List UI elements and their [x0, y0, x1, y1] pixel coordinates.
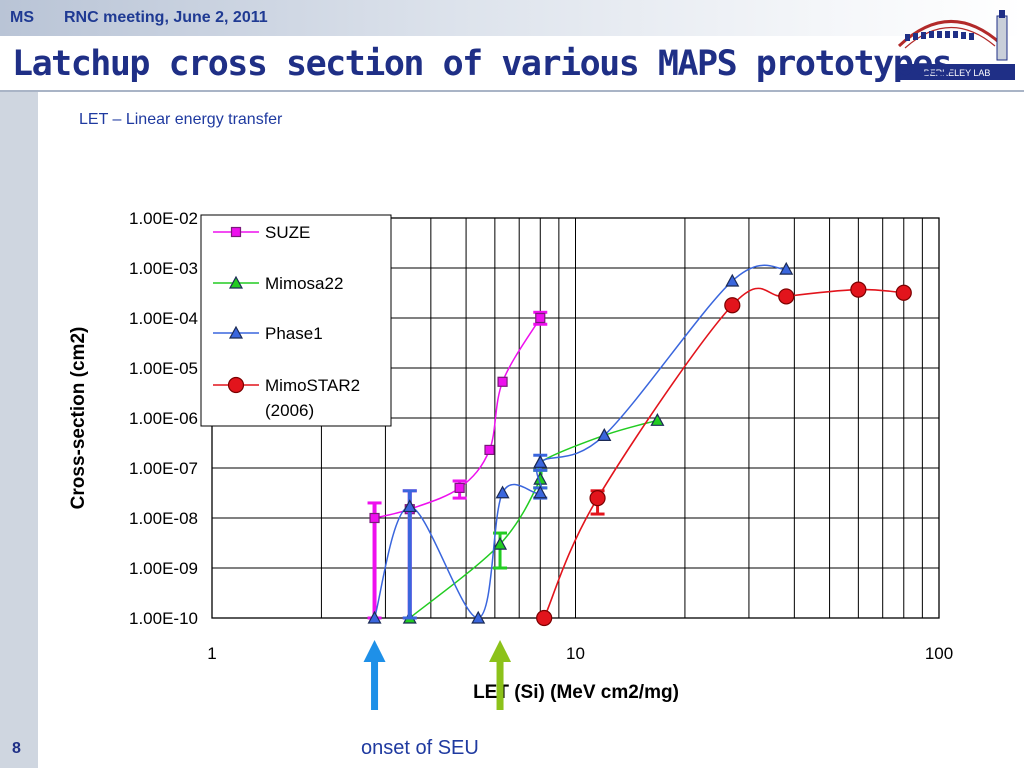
y-tick-label: 1.00E-02: [129, 209, 198, 228]
y-tick-label: 1.00E-07: [129, 459, 198, 478]
arrow-shaft: [496, 660, 504, 710]
berkeley-lab-logo: BERKELEY LAB: [897, 10, 1015, 80]
x-tick-label: 1: [207, 644, 216, 663]
data-point: [650, 413, 665, 426]
y-tick-labels: 1.00E-10 1.00E-09 1.00E-08 1.00E-07 1.00E-06…: [129, 209, 198, 628]
x-tick-labels: 1 10 100: [207, 644, 953, 663]
data-point: [779, 261, 794, 275]
data-point: [535, 312, 546, 324]
data-point: [533, 455, 548, 468]
data-point: [230, 226, 242, 238]
data-point: [497, 376, 508, 387]
data-point: [369, 512, 380, 524]
y-tick-label: 1.00E-06: [129, 409, 198, 428]
data-point: [589, 490, 606, 507]
data-point: [227, 376, 245, 394]
data-point: [228, 275, 244, 289]
chart-legend: SUZE Mimosa22 Phase1 MimoSTAR2 (2006): [200, 214, 392, 427]
y-tick-label: 1.00E-09: [129, 559, 198, 578]
data-point: [597, 428, 612, 441]
y-axis-label: Cross-section (cm2): [68, 327, 89, 510]
y-tick-label: 1.00E-03: [129, 259, 198, 278]
legend-label: SUZE: [265, 223, 310, 242]
y-tick-label: 1.00E-05: [129, 359, 198, 378]
slide-subtitle: LET – Linear energy transfer: [79, 111, 283, 128]
data-point: [533, 485, 548, 499]
data-point: [536, 609, 553, 627]
data-point: [471, 610, 486, 624]
data-point: [778, 288, 795, 305]
data-point: [228, 325, 244, 339]
header-ms-label: MS: [10, 9, 34, 26]
legend-label: MimoSTAR2: [265, 376, 360, 395]
data-point: [484, 444, 495, 456]
logo-text: BERKELEY LAB: [924, 68, 991, 78]
slide-title: Latchup cross section of various MAPS pr…: [12, 44, 953, 84]
legend-label: Phase1: [265, 324, 323, 343]
data-point: [850, 281, 867, 298]
header-meeting-label: RNC meeting, June 2, 2011: [64, 9, 268, 26]
data-point: [493, 536, 508, 550]
left-panel: [0, 92, 38, 768]
y-tick-label: 1.00E-10: [129, 609, 198, 628]
arrow-head: [363, 640, 386, 662]
data-point: [725, 273, 740, 287]
data-point: [895, 284, 912, 301]
data-point: [367, 610, 382, 624]
data-point: [724, 297, 741, 314]
x-tick-label: 10: [566, 644, 585, 663]
series-mimostar2: [536, 281, 912, 627]
legend-label-note: (2006): [265, 401, 314, 420]
seu-arrows: [363, 640, 512, 710]
page-number: 8: [12, 740, 21, 757]
series-layer: [367, 261, 912, 627]
x-tick-label: 100: [925, 644, 953, 663]
onset-of-seu-label: onset of SEU: [361, 737, 479, 759]
data-point: [402, 499, 417, 513]
y-tick-label: 1.00E-04: [129, 309, 198, 328]
series-phase1: [367, 261, 794, 624]
header-bar: MS RNC meeting, June 2, 2011: [0, 0, 1024, 36]
x-axis-label: LET (Si) (MeV cm2/mg): [473, 682, 679, 703]
data-point: [454, 482, 465, 493]
y-tick-label: 1.00E-08: [129, 509, 198, 528]
arrow-head: [489, 640, 512, 662]
data-point: [495, 485, 510, 499]
title-divider: [0, 90, 1024, 92]
arrow-shaft: [371, 660, 379, 710]
legend-label: Mimosa22: [265, 274, 343, 293]
